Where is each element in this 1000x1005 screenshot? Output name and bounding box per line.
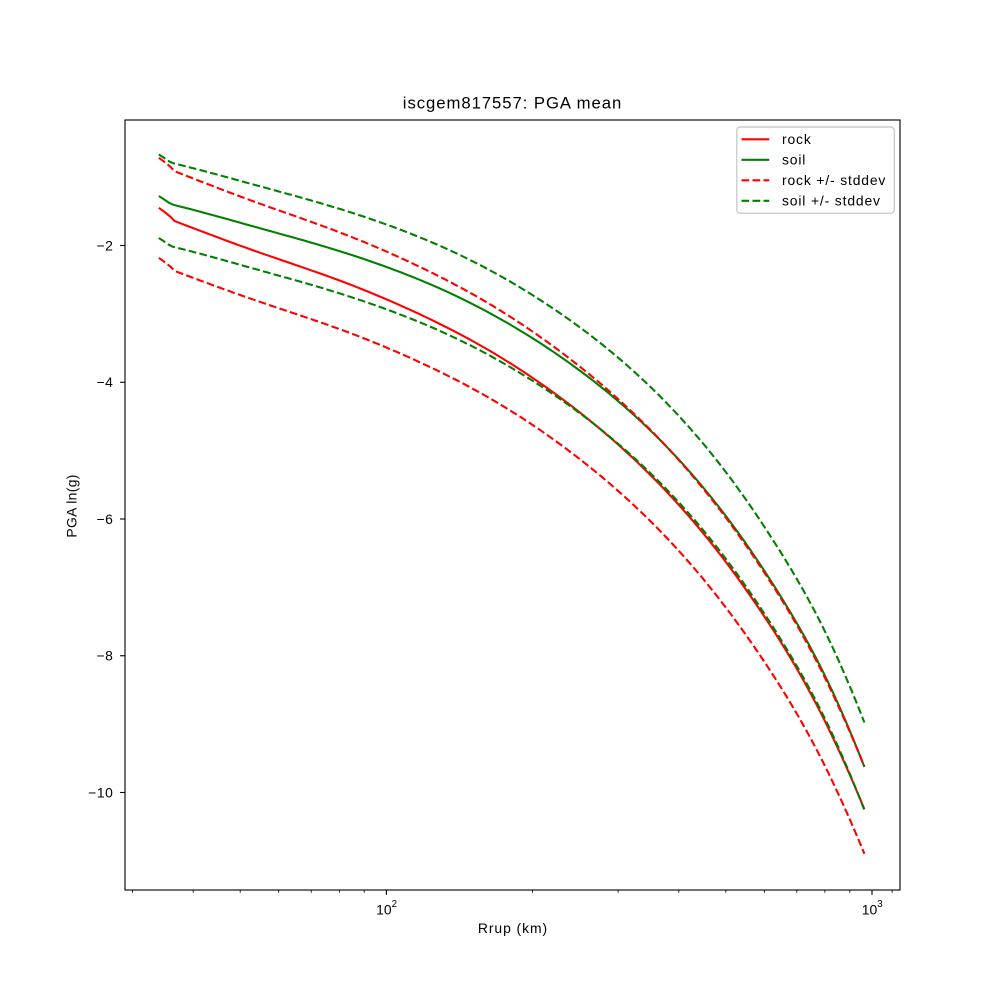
svg-text:PGA ln(g): PGA ln(g) xyxy=(64,474,80,537)
svg-text:2: 2 xyxy=(392,899,397,910)
svg-text:−10: −10 xyxy=(88,784,113,800)
svg-text:iscgem817557: PGA mean: iscgem817557: PGA mean xyxy=(403,94,622,113)
svg-text:rock: rock xyxy=(782,131,812,147)
svg-text:−6: −6 xyxy=(96,511,113,527)
svg-text:rock +/- stddev: rock +/- stddev xyxy=(782,172,886,188)
svg-text:−8: −8 xyxy=(96,648,113,664)
svg-text:Rrup (km): Rrup (km) xyxy=(478,920,548,936)
svg-text:10: 10 xyxy=(376,901,392,917)
svg-text:10: 10 xyxy=(862,901,878,917)
svg-text:−4: −4 xyxy=(96,374,113,390)
svg-text:soil: soil xyxy=(782,152,806,168)
svg-text:3: 3 xyxy=(877,899,882,910)
svg-text:−2: −2 xyxy=(96,237,113,253)
svg-text:soil +/- stddev: soil +/- stddev xyxy=(782,193,881,209)
